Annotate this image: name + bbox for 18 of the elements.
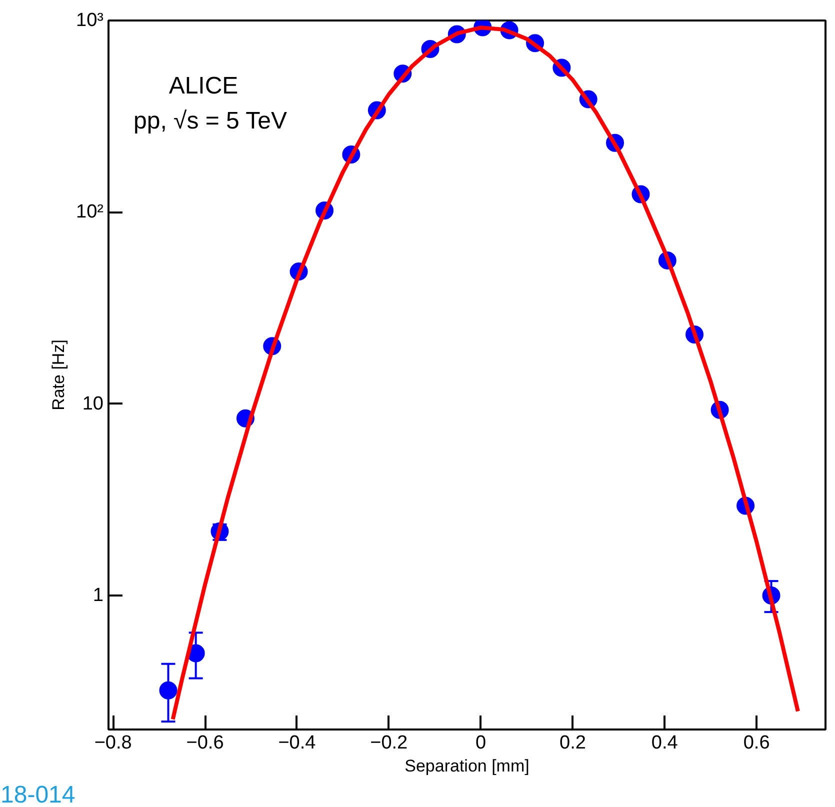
- x-tick-label: 0: [476, 732, 486, 754]
- x-tick-label: 0.2: [560, 732, 586, 754]
- annotation: ALICE: [168, 72, 238, 100]
- y-axis-title: Rate [Hz]: [49, 340, 68, 410]
- text: 18-014: [0, 782, 76, 807]
- x-axis-title: Separation [mm]: [404, 756, 530, 776]
- y-tick-label: 1: [92, 585, 104, 606]
- y-tick-label: 10²: [76, 202, 104, 223]
- annotation: pp, √s = 5 TeV: [134, 108, 287, 134]
- y-tick-label: 10: [82, 393, 104, 414]
- x-tick-label: −0.6: [186, 732, 224, 754]
- x-tick-label: 0.4: [651, 732, 678, 754]
- x-tick-label: −0.4: [278, 732, 316, 754]
- point: [159, 681, 178, 700]
- x-tick-label: −0.2: [370, 732, 408, 754]
- x-tick-label: 0.6: [743, 732, 770, 754]
- y-tick-label: 10³: [76, 10, 104, 31]
- x-tick-label: −0.8: [94, 732, 132, 754]
